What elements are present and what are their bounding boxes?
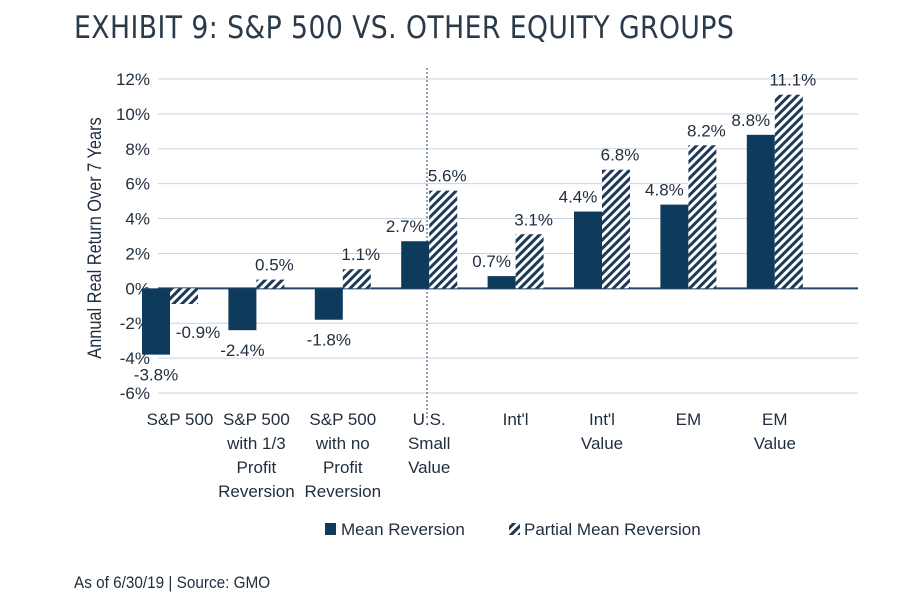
x-axis-categories: S&P 500 S&P 500 with 1/3 Profit Reversion S&P… [147, 410, 796, 501]
data-label: 8.2% [687, 121, 726, 140]
bar-partial-mean-reversion [774, 94, 803, 289]
data-label: 4.4% [559, 188, 598, 207]
data-label: 0.7% [472, 252, 511, 271]
category-label: Small [408, 434, 451, 453]
category-label: S&P 500 [309, 410, 376, 429]
category-label: Int'l [503, 410, 529, 429]
data-label: -3.8% [134, 366, 178, 385]
gridlines [158, 78, 858, 394]
category-label: Value [581, 434, 623, 453]
y-tick-label: 4% [125, 210, 150, 229]
legend-label-mean-reversion: Mean Reversion [341, 520, 465, 539]
bar-partial-mean-reversion [688, 145, 717, 289]
category-label: S&P 500 [147, 410, 214, 429]
category-label: U.S. [413, 410, 446, 429]
y-tick-label: 2% [125, 244, 150, 263]
category-label: with 1/3 [226, 434, 286, 453]
legend: Mean Reversion Partial Mean Reversion [325, 520, 701, 539]
bar-partial-mean-reversion [515, 234, 544, 289]
category-label: Int'l [589, 410, 615, 429]
data-label: -1.8% [307, 331, 351, 350]
source-note: As of 6/30/19 | Source: GMO [74, 573, 271, 592]
category-label: S&P 500 [223, 410, 290, 429]
category-label: Profit [237, 458, 277, 477]
bar-partial-mean-reversion [170, 288, 198, 305]
bar-mean-reversion [314, 288, 343, 320]
bar-partial-mean-reversion [429, 190, 458, 289]
bar-partial-mean-reversion [342, 269, 371, 289]
data-label: 6.8% [601, 146, 640, 165]
data-label: 5.6% [428, 167, 467, 186]
bar-mean-reversion [574, 211, 602, 289]
data-label: 11.1% [769, 71, 816, 90]
legend-swatch-partial-mean-reversion [509, 523, 520, 535]
bar-mean-reversion [142, 288, 170, 355]
bar-partial-mean-reversion [256, 279, 285, 289]
category-label: Reversion [218, 482, 295, 501]
data-label: 0.5% [255, 256, 294, 275]
category-label: with no [315, 434, 370, 453]
data-label: 8.8% [731, 111, 770, 130]
y-tick-label: 12% [116, 70, 150, 89]
bar-mean-reversion [228, 288, 257, 331]
data-label: 4.8% [645, 181, 684, 200]
bar-mean-reversion [746, 134, 775, 289]
y-axis-label: Annual Real Return Over 7 Years [84, 117, 105, 359]
legend-swatch-mean-reversion [325, 523, 336, 535]
bar-mean-reversion [401, 241, 430, 289]
chart-title: EXHIBIT 9: S&P 500 VS. OTHER EQUITY GROU… [74, 10, 735, 46]
y-tick-label: 10% [116, 105, 150, 124]
category-label: Value [754, 434, 796, 453]
y-tick-label: -6% [120, 384, 150, 403]
data-label: -2.4% [220, 341, 264, 360]
bar-mean-reversion [660, 204, 689, 289]
bars: -3.8% -2.4% -1.8% 2.7% 0.7% 4.4% 4.8% 8.8% -0.9%… [134, 71, 816, 385]
category-label: Profit [323, 458, 363, 477]
data-label: 3.1% [514, 210, 553, 229]
bar-mean-reversion [487, 276, 516, 289]
category-label: EM [676, 410, 702, 429]
y-tick-label: 6% [125, 175, 150, 194]
legend-label-partial-mean-reversion: Partial Mean Reversion [524, 520, 701, 539]
data-label: 2.7% [386, 217, 425, 236]
bar-partial-mean-reversion [602, 169, 630, 289]
y-tick-label: 8% [125, 140, 150, 159]
category-label: EM [762, 410, 788, 429]
data-label: 1.1% [341, 245, 380, 264]
category-label: Reversion [305, 482, 382, 501]
category-label: Value [408, 458, 450, 477]
data-label: -0.9% [176, 323, 220, 342]
